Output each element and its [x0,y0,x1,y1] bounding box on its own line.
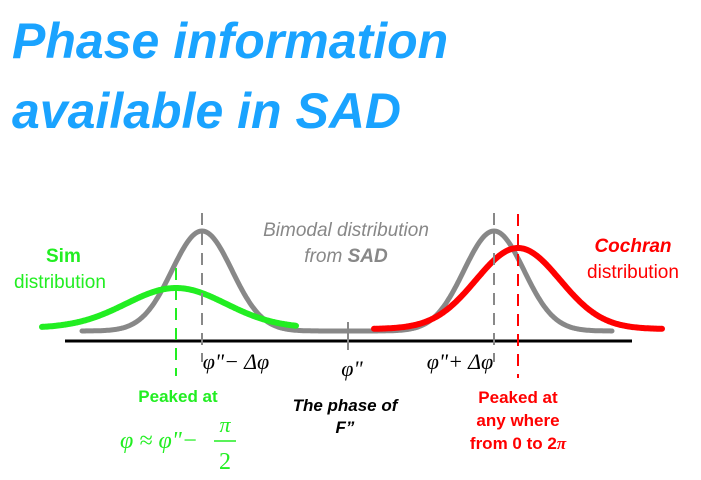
cochran-curve [371,245,665,332]
sim-subtitle: distribution [14,272,106,293]
cochran-note-line1: Peaked at [478,388,558,407]
axis-label-right: φ"+ Δφ [427,349,493,374]
sim-peak-formula-numerator: π [219,412,231,437]
bimodal-line1: Bimodal distribution [263,220,429,241]
phase-note-line2: F” [336,418,355,437]
bimodal-line2-bold: SAD [348,246,388,267]
cochran-note-line3-text: from 0 to 2 [470,434,557,453]
sim-peak-formula-lhs: φ ≈ φ"− [120,428,198,454]
sim-curve [39,285,299,330]
axis-label-left: φ"− Δφ [203,349,269,374]
cochran-note-line2: any where [476,411,559,430]
cochran-subtitle: distribution [587,262,679,283]
cochran-note-pi: π [557,434,567,453]
bimodal-line2-prefix: from [304,246,347,267]
slide-title-line2: available in SAD [12,83,402,139]
phase-note-line1: The phase of [293,396,400,415]
sim-peak-note: Peaked at [138,387,218,406]
bimodal-line2: from SAD [304,246,388,267]
sim-peak-formula-denominator: 2 [219,449,231,475]
sim-title: Sim [46,246,81,267]
axis-label-center: φ" [341,356,363,381]
cochran-note-line3: from 0 to 2π [470,434,567,453]
cochran-title: Cochran [594,236,671,257]
slide-title-line1: Phase information [12,13,449,69]
